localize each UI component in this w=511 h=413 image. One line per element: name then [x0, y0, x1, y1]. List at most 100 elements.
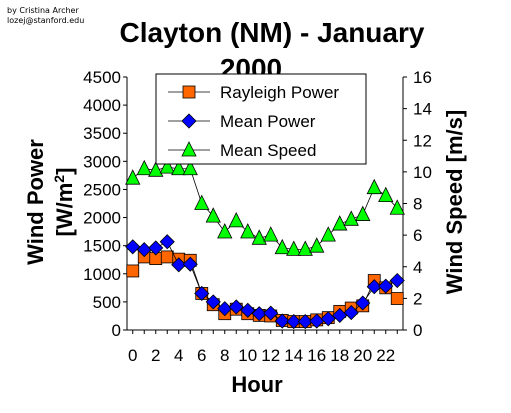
mean-power-point: [378, 278, 394, 294]
y-left-tick-label: 2500: [83, 180, 121, 199]
mean-speed-point: [332, 215, 348, 231]
mean-power-point: [159, 234, 175, 250]
tick-labels: 0500100015002000250030003500400045000246…: [83, 68, 432, 365]
mean-power-point: [366, 279, 382, 295]
x-tick-label: 22: [376, 346, 395, 365]
x-tick-label: 14: [284, 346, 303, 365]
y-left-tick-label: 0: [112, 321, 121, 340]
x-tick-label: 20: [353, 346, 372, 365]
y-left-tick-label: 4000: [83, 96, 121, 115]
mean-speed-point: [125, 169, 141, 185]
mean-power-point: [263, 305, 279, 321]
legend-marker-rayleigh-power: [182, 85, 196, 99]
mean-speed-point: [194, 194, 210, 210]
mean-speed-point: [366, 178, 382, 195]
y-left-tick-label: 2000: [83, 209, 121, 228]
y-left-tick-label: 3000: [83, 152, 121, 171]
mean-speed-point: [274, 238, 290, 255]
mean-speed-point: [320, 226, 336, 242]
legend-label-mean-speed: Mean Speed: [220, 141, 316, 160]
mean-speed-point: [355, 205, 371, 221]
x-tick-label: 2: [151, 346, 160, 365]
mean-speed-point: [171, 159, 187, 176]
credit-author: by Cristina Archer: [7, 6, 79, 15]
mean-speed-point: [148, 161, 164, 177]
mean-power-point: [251, 306, 267, 322]
mean-power-point: [125, 239, 141, 255]
y-right-axis-label: Wind Speed [m/s]: [442, 110, 467, 294]
y-right-tick-label: 0: [413, 321, 422, 340]
legend-marker-mean-speed: [181, 141, 197, 157]
x-tick-label: 6: [197, 346, 206, 365]
mean-speed-point: [182, 159, 198, 176]
mean-power-point: [148, 240, 164, 256]
mean-speed-point: [205, 207, 221, 223]
y-left-axis-label: Wind Power: [23, 139, 48, 265]
chart-title: Clayton (NM) - January: [120, 17, 425, 48]
legend-marker-mean-power: [181, 113, 197, 129]
mean-power-point: [320, 311, 336, 327]
mean-power-point: [274, 313, 290, 329]
y-left-tick-label: 1500: [83, 237, 121, 256]
y-right-tick-label: 8: [413, 195, 422, 214]
y-left-axis-unit: [W/m2]: [51, 168, 77, 237]
mean-power-point: [355, 295, 371, 311]
y-left-label-close: ]: [52, 168, 77, 175]
y-right-tick-label: 14: [413, 100, 432, 119]
rayleigh-power-point: [390, 292, 404, 305]
y-left-label-main: Wind Power: [23, 139, 48, 265]
legend-label-rayleigh-power: Rayleigh Power: [220, 83, 339, 102]
x-tick-label: 16: [307, 346, 326, 365]
y-right-tick-label: 10: [413, 163, 432, 182]
mean-speed-point: [136, 159, 152, 176]
mean-speed-point: [378, 186, 394, 202]
x-tick-label: 12: [261, 346, 280, 365]
x-tick-label: 8: [220, 346, 229, 365]
legend: Rayleigh Power Mean Power Mean Speed: [155, 73, 367, 165]
legend-label-mean-power: Mean Power: [220, 112, 316, 131]
y-right-tick-label: 12: [413, 131, 432, 150]
mean-speed-point: [309, 237, 325, 253]
y-right-tick-label: 2: [413, 289, 422, 308]
mean-speed-point: [263, 226, 279, 242]
y-left-tick-label: 1000: [83, 265, 121, 284]
y-left-tick-label: 500: [93, 293, 121, 312]
credit-email: lozej@stanford.edu: [7, 16, 84, 25]
mean-power-point: [286, 314, 302, 330]
x-tick-label: 18: [330, 346, 349, 365]
y-left-label-unit: [W/m: [52, 183, 77, 237]
y-right-tick-label: 6: [413, 226, 422, 245]
y-left-tick-label: 3500: [83, 124, 121, 143]
mean-power-point: [343, 305, 359, 321]
y-right-tick-label: 4: [413, 258, 422, 277]
mean-speed-point: [217, 223, 233, 239]
mean-power-point: [228, 299, 244, 315]
y-left-tick-label: 4500: [83, 68, 121, 87]
mean-speed-point: [343, 210, 359, 226]
mean-power-point: [205, 294, 221, 310]
mean-power-point: [389, 272, 405, 289]
x-tick-label: 10: [238, 346, 257, 365]
mean-speed-point: [159, 158, 175, 174]
mean-power-point: [171, 257, 187, 273]
mean-power-point: [182, 256, 198, 272]
mean-speed-point: [228, 211, 244, 228]
x-axis-label: Hour: [231, 372, 283, 397]
mean-speed-point: [297, 240, 313, 256]
mean-power-point: [297, 314, 313, 330]
x-tick-label: 0: [128, 346, 137, 365]
mean-power-point: [194, 285, 210, 302]
rayleigh-power-point: [160, 250, 174, 264]
mean-speed-point: [389, 199, 405, 215]
mean-speed-point: [286, 240, 302, 256]
x-tick-label: 4: [174, 346, 183, 365]
rayleigh-power-point: [126, 264, 140, 278]
mean-speed-point: [251, 229, 267, 245]
y-right-tick-label: 16: [413, 68, 432, 87]
plot-area: [123, 76, 407, 334]
y-left-label-sup: 2: [51, 175, 67, 183]
mean-speed-line: [132, 166, 398, 250]
mean-power-point: [240, 302, 256, 318]
mean-speed-point: [240, 223, 256, 239]
